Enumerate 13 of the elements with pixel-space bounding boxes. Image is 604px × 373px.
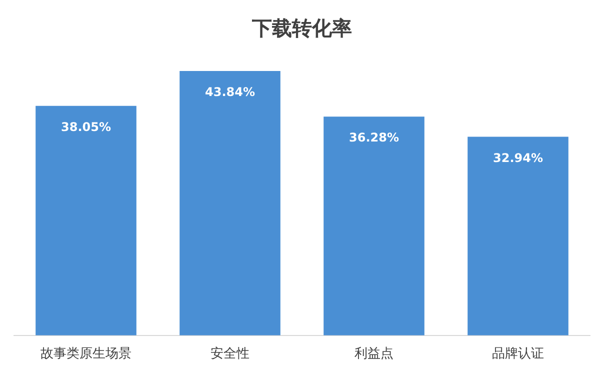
chart-title: 下载转化率 [251, 16, 352, 40]
bar [324, 116, 424, 336]
data-label: 36.28% [349, 130, 399, 145]
data-label: 38.05% [61, 120, 111, 134]
x-tick-label: 故事类原生场景 [40, 346, 132, 362]
x-tick-label: 安全性 [210, 346, 250, 362]
data-label: 43.84% [205, 85, 255, 100]
x-tick-label: 利益点 [354, 346, 394, 362]
bar [468, 136, 568, 336]
data-label: 32.94% [493, 150, 543, 165]
bar [180, 70, 280, 336]
bar [36, 106, 136, 336]
x-tick-label: 品牌认证 [492, 346, 544, 362]
